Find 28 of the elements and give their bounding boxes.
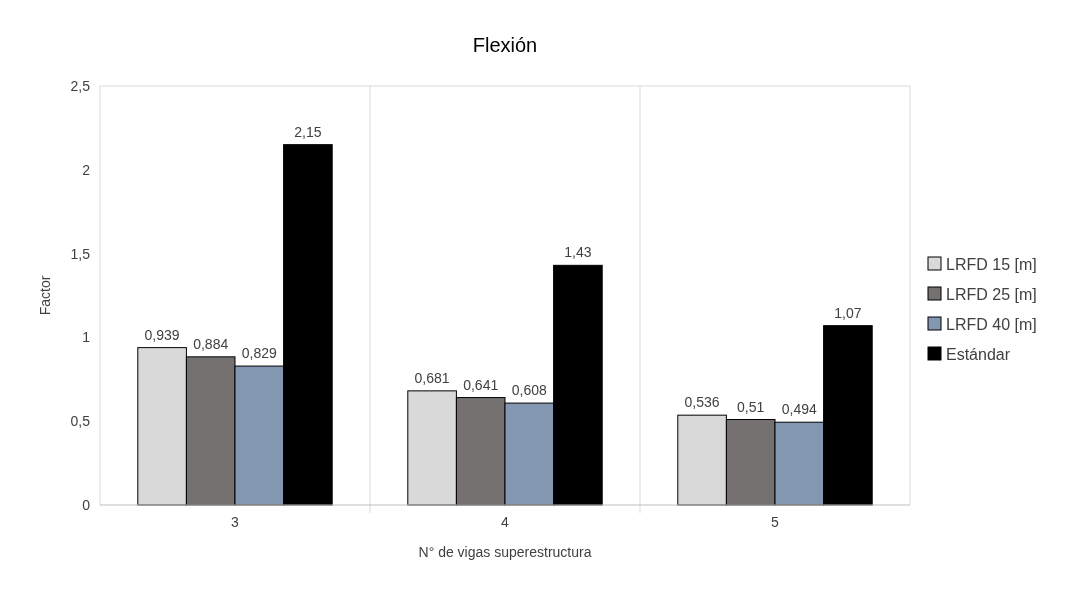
- y-tick-label: 2,5: [70, 77, 91, 94]
- x-axis-title: N° de vigas superestructura: [418, 544, 592, 560]
- data-label: 0,681: [414, 369, 450, 386]
- legend-label: LRFD 40 [m]: [946, 315, 1037, 333]
- data-label: 0,939: [144, 326, 180, 343]
- data-label: 0,641: [463, 376, 499, 393]
- y-tick-label: 1,5: [70, 245, 91, 262]
- data-label: 0,608: [511, 382, 548, 399]
- data-label: 2,15: [294, 123, 322, 140]
- legend-label: LRFD 25 [m]: [946, 285, 1037, 303]
- data-label: 0,536: [684, 394, 720, 411]
- chart-title: Flexión: [472, 34, 538, 56]
- data-label: 1,07: [834, 304, 862, 321]
- x-tick-label: 5: [771, 514, 780, 530]
- data-label: 1,43: [564, 244, 592, 261]
- data-label: 0,494: [781, 401, 818, 418]
- x-tick-label: 3: [231, 514, 240, 530]
- y-tick-label: 1: [82, 329, 91, 346]
- data-label: 0,51: [737, 398, 765, 415]
- legend-label: Estándar: [946, 345, 1011, 363]
- data-label: 0,829: [241, 345, 278, 362]
- y-tick-label: 0: [82, 496, 91, 513]
- x-tick-label: 4: [501, 514, 510, 530]
- data-label: 0,884: [193, 335, 229, 352]
- legend-label: LRFD 15 [m]: [946, 255, 1037, 273]
- y-axis-title: Factor: [37, 275, 53, 316]
- y-tick-label: 2: [82, 161, 91, 178]
- y-tick-label: 0,5: [70, 413, 91, 430]
